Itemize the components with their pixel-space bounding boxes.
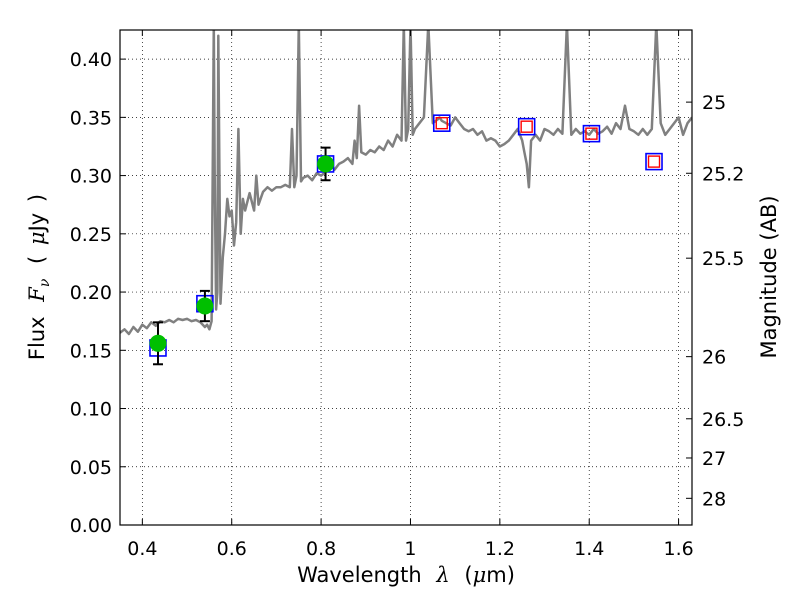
x-tick-label: 1 — [404, 538, 416, 560]
y-tick-label: 0.05 — [70, 457, 112, 479]
grid-lines — [120, 30, 692, 525]
magnitude-tick-label: 26 — [702, 347, 726, 369]
x-axis-label-symbol: λ — [435, 563, 449, 587]
magnitude-tick-label: 25.2 — [702, 163, 744, 185]
y-tick-label: 0.10 — [70, 399, 112, 421]
observed-data-point — [317, 155, 335, 173]
observed-data-point — [196, 297, 214, 315]
y-axis-label-subscript: ν — [37, 278, 53, 287]
magnitude-axis-ticks: 25 25.2 25.5 26 26.5 27 28 — [686, 92, 744, 510]
marker-layer — [149, 114, 663, 366]
x-tick-label: 1.6 — [663, 538, 693, 560]
magnitude-tick-label: 25.5 — [702, 248, 744, 270]
y-tick-label: 0.35 — [70, 107, 112, 129]
y-axis-label: Flux Fν ( μJy ) — [25, 194, 54, 360]
magnitude-axis-label: Magnitude (AB) — [757, 195, 781, 358]
x-axis-label-unit-rest: m — [486, 563, 506, 587]
x-tick-label: 0.4 — [127, 538, 157, 560]
x-axis-label-open: ( — [464, 563, 472, 587]
x-tick-label: 0.6 — [217, 538, 247, 560]
upper-limit-square — [435, 116, 448, 130]
y-tick-label: 0.00 — [70, 515, 112, 537]
y-axis-label-prefix: Flux — [25, 316, 49, 360]
y-axis-label-unit-mu: μ — [25, 231, 49, 245]
y-axis-label-unit-rest: Jy — [25, 213, 49, 234]
magnitude-tick-label: 25 — [702, 92, 726, 114]
model-photometry-square — [432, 114, 451, 132]
x-axis-label-unit-mu: μ — [473, 563, 487, 587]
model-spectrum-line — [120, 30, 692, 336]
y-tick-label: 0.25 — [70, 224, 112, 246]
y-axis-label-open: ( — [25, 256, 49, 264]
y-axis-label-close: ) — [25, 194, 49, 202]
x-tick-label: 1.4 — [574, 538, 604, 560]
magnitude-tick-label: 28 — [702, 488, 726, 510]
model-photometry-square — [645, 152, 663, 171]
upper-limit-square — [520, 120, 533, 133]
magnitude-tick-label: 27 — [702, 448, 726, 470]
model-photometry-square — [517, 117, 536, 136]
y-tick-label: 0.20 — [70, 282, 112, 304]
y-tick-label: 0.15 — [70, 340, 112, 362]
y-tick-label: 0.40 — [70, 49, 112, 71]
magnitude-tick-label: 26.5 — [702, 409, 744, 431]
x-tick-label: 0.8 — [306, 538, 336, 560]
x-axis-ticks: 0.4 0.6 0.8 1 1.2 1.4 1.6 — [127, 30, 694, 560]
y-axis-ticks: 0.00 0.05 0.10 0.15 0.20 0.25 0.30 0.35 0.40 — [70, 49, 126, 537]
y-tick-label: 0.30 — [70, 166, 112, 188]
x-axis-label-close: ) — [507, 563, 515, 587]
model-photometry-square — [582, 124, 601, 143]
y-axis-label-symbol: F — [25, 286, 49, 303]
x-tick-label: 1.2 — [485, 538, 515, 560]
x-axis-label: Wavelength λ (μm) — [297, 563, 515, 587]
spectrum-layer — [120, 30, 692, 336]
observed-data-point — [149, 334, 167, 352]
upper-limit-square — [647, 155, 661, 168]
x-axis-label-prefix: Wavelength — [297, 563, 422, 587]
upper-limit-square — [585, 127, 598, 140]
plot-frame — [119, 29, 693, 526]
